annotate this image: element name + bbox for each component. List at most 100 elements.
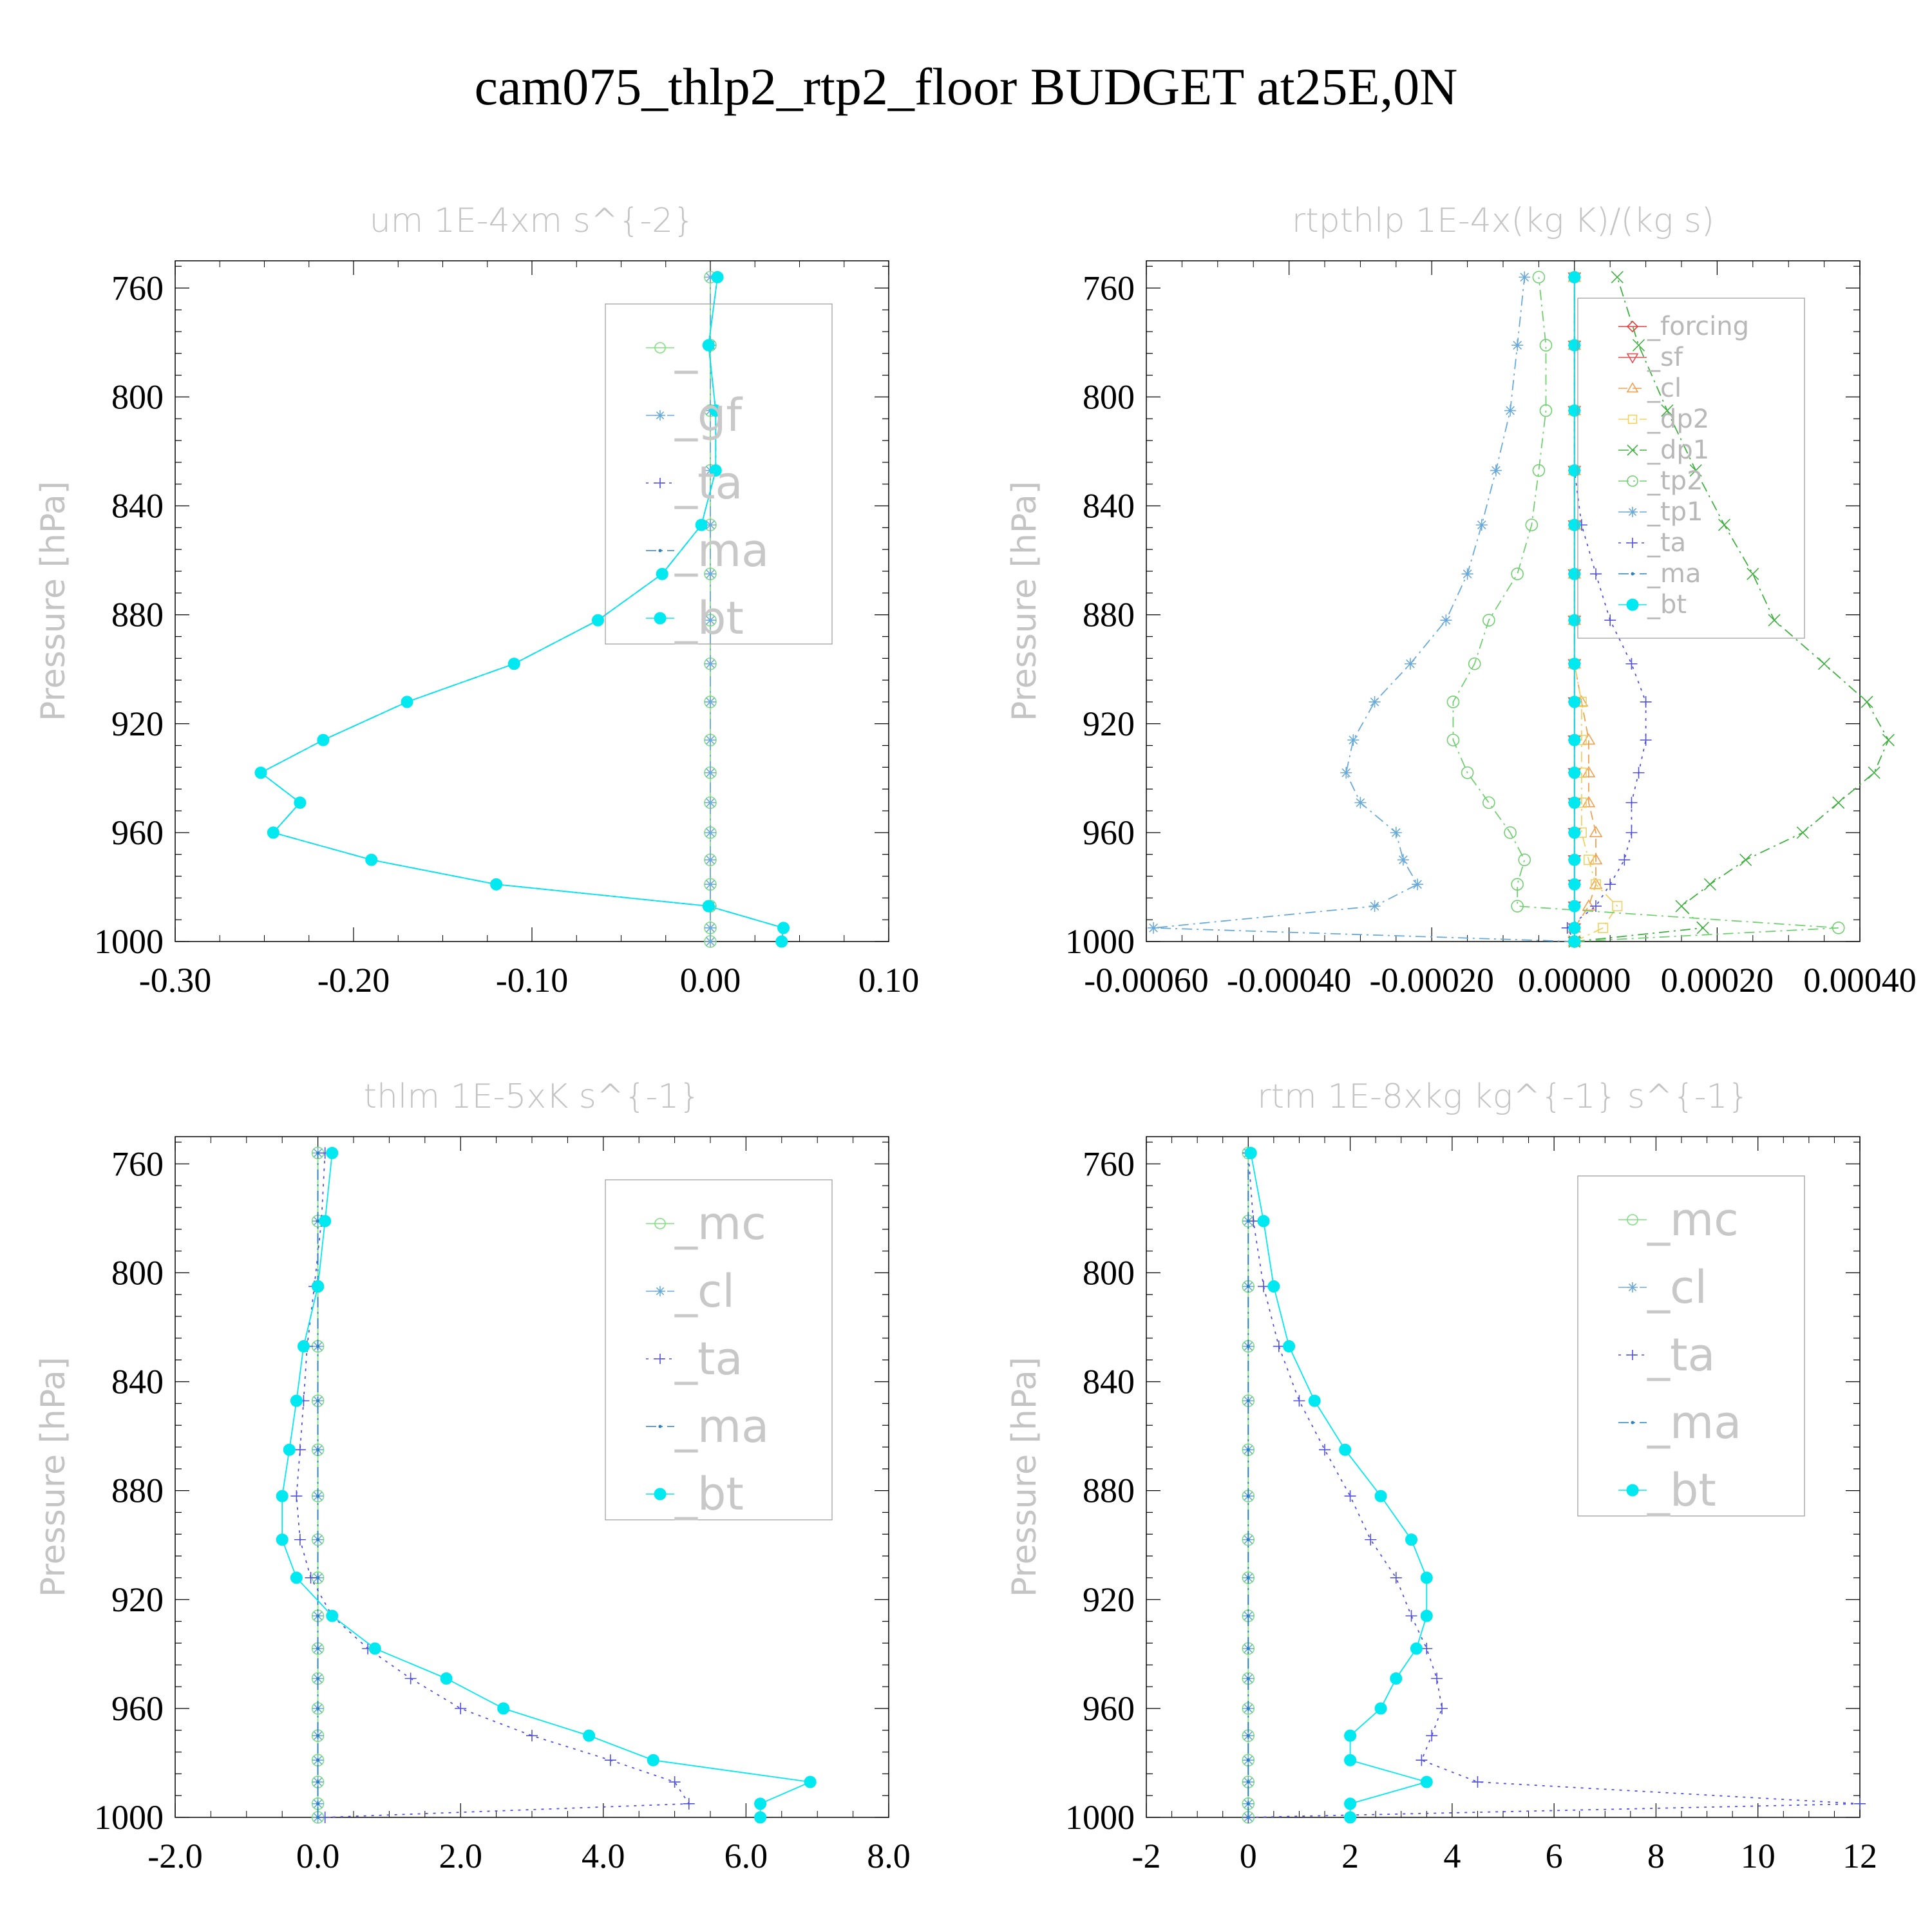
series-tp2: [1446, 270, 1845, 948]
data-point: [316, 1647, 320, 1651]
legend-marker: [1627, 475, 1638, 487]
data-point: [1436, 1702, 1448, 1714]
data-point: [316, 1345, 320, 1349]
data-point: [1525, 518, 1539, 531]
y-tick-label: 880: [1083, 596, 1135, 634]
legend-marker: [655, 478, 665, 488]
y-tick-label: 880: [1083, 1472, 1135, 1510]
data-point: [1568, 922, 1581, 934]
data-point: [1246, 1815, 1250, 1819]
legend-marker: [658, 1425, 662, 1428]
legend-box: [605, 303, 833, 645]
data-point: [316, 1399, 320, 1403]
data-point: [1504, 826, 1517, 839]
data-point: [1796, 826, 1809, 839]
data-point: [705, 797, 716, 809]
legend-label: _cl: [674, 1265, 735, 1318]
data-point: [1568, 567, 1581, 580]
data-point: [705, 766, 716, 779]
data-point: [702, 900, 715, 913]
data-point: [297, 1340, 310, 1353]
series-ta: [1561, 271, 1652, 947]
series-bt: [1244, 1146, 1433, 1824]
data-point: [294, 1444, 306, 1456]
series-line: [1250, 1153, 1429, 1817]
data-point: [1368, 696, 1381, 708]
data-point: [294, 1533, 306, 1546]
x-tick-label: 6.0: [724, 1837, 768, 1875]
data-point: [326, 1146, 339, 1159]
y-tick-label: 960: [111, 1689, 164, 1728]
data-point: [1854, 1797, 1866, 1810]
data-point: [316, 1614, 320, 1618]
data-point: [668, 1776, 681, 1788]
data-point: [1739, 853, 1752, 866]
legend-marker: [655, 1286, 665, 1296]
x-tick-label: -0.10: [496, 961, 568, 999]
data-point: [1612, 901, 1623, 912]
data-point: [1440, 614, 1452, 627]
legend-marker: [1626, 598, 1639, 611]
data-point: [1703, 878, 1716, 891]
panel-title: um 1E-4xm s^{-2}: [370, 202, 695, 240]
data-point: [1568, 464, 1581, 477]
legend-marker: [1631, 1421, 1634, 1425]
data-point: [1246, 1219, 1250, 1223]
y-axis-label: Pressure [hPa]: [1005, 1357, 1044, 1597]
legend-marker: [1627, 444, 1638, 456]
data-point: [1246, 1780, 1250, 1784]
data-point: [1246, 1734, 1250, 1738]
data-point: [1590, 568, 1602, 580]
legend-label: _sf: [1647, 343, 1683, 372]
data-point: [1390, 1672, 1403, 1685]
legend-marker: [1627, 1214, 1638, 1226]
data-point: [1625, 826, 1638, 838]
legend-marker: [1631, 572, 1634, 576]
legend-label: _: [674, 321, 698, 374]
legend-label: _tp1: [1647, 497, 1703, 527]
data-point: [1568, 270, 1581, 283]
panel-title: thlm 1E-5xK s^{-1}: [364, 1077, 701, 1116]
legend: _mc _cl _ta _ma _bt: [605, 1179, 833, 1520]
data-point: [1354, 797, 1367, 809]
data-point: [526, 1730, 538, 1742]
data-point: [1568, 518, 1581, 531]
data-point: [1832, 796, 1845, 809]
data-point: [1426, 1730, 1438, 1742]
data-point: [1604, 878, 1616, 891]
legend-marker: [1626, 353, 1639, 364]
y-tick-label: 880: [111, 596, 164, 634]
chart-panel-1: um 1E-4xm s^{-2} Pressure [hPa] 760 800 840 8…: [34, 202, 919, 999]
legend-label: _ma: [674, 524, 769, 577]
legend-label: _ma: [674, 1400, 769, 1453]
data-point: [1511, 878, 1524, 891]
data-point: [1246, 1758, 1250, 1762]
data-point: [365, 853, 378, 866]
data-point: [1148, 922, 1160, 934]
y-axis-label: Pressure [hPa]: [1005, 481, 1044, 721]
series-tp1: [1148, 271, 1580, 947]
y-tick-label: 760: [111, 1144, 164, 1183]
y-tick-label: 960: [1083, 813, 1135, 852]
data-point: [1319, 1444, 1331, 1456]
data-point: [705, 614, 716, 627]
x-tick-label: -0.30: [139, 961, 211, 999]
data-point: [1604, 614, 1616, 627]
data-point: [754, 1797, 767, 1810]
data-point: [702, 339, 715, 352]
data-point: [1258, 1280, 1270, 1293]
legend-label: _bt: [674, 1468, 744, 1520]
data-point: [1618, 854, 1631, 866]
data-point: [267, 826, 279, 839]
x-tick-label: 0.00020: [1661, 961, 1774, 999]
legend-box: [1577, 1175, 1805, 1517]
data-point: [317, 734, 330, 746]
y-tick-label: 960: [1083, 1689, 1135, 1728]
plot-frame: [1146, 1136, 1861, 1818]
x-tick-label: -0.00020: [1369, 961, 1493, 999]
data-point: [754, 1811, 767, 1824]
data-point: [1246, 1345, 1250, 1349]
data-point: [804, 1776, 817, 1788]
data-point: [1868, 766, 1880, 779]
